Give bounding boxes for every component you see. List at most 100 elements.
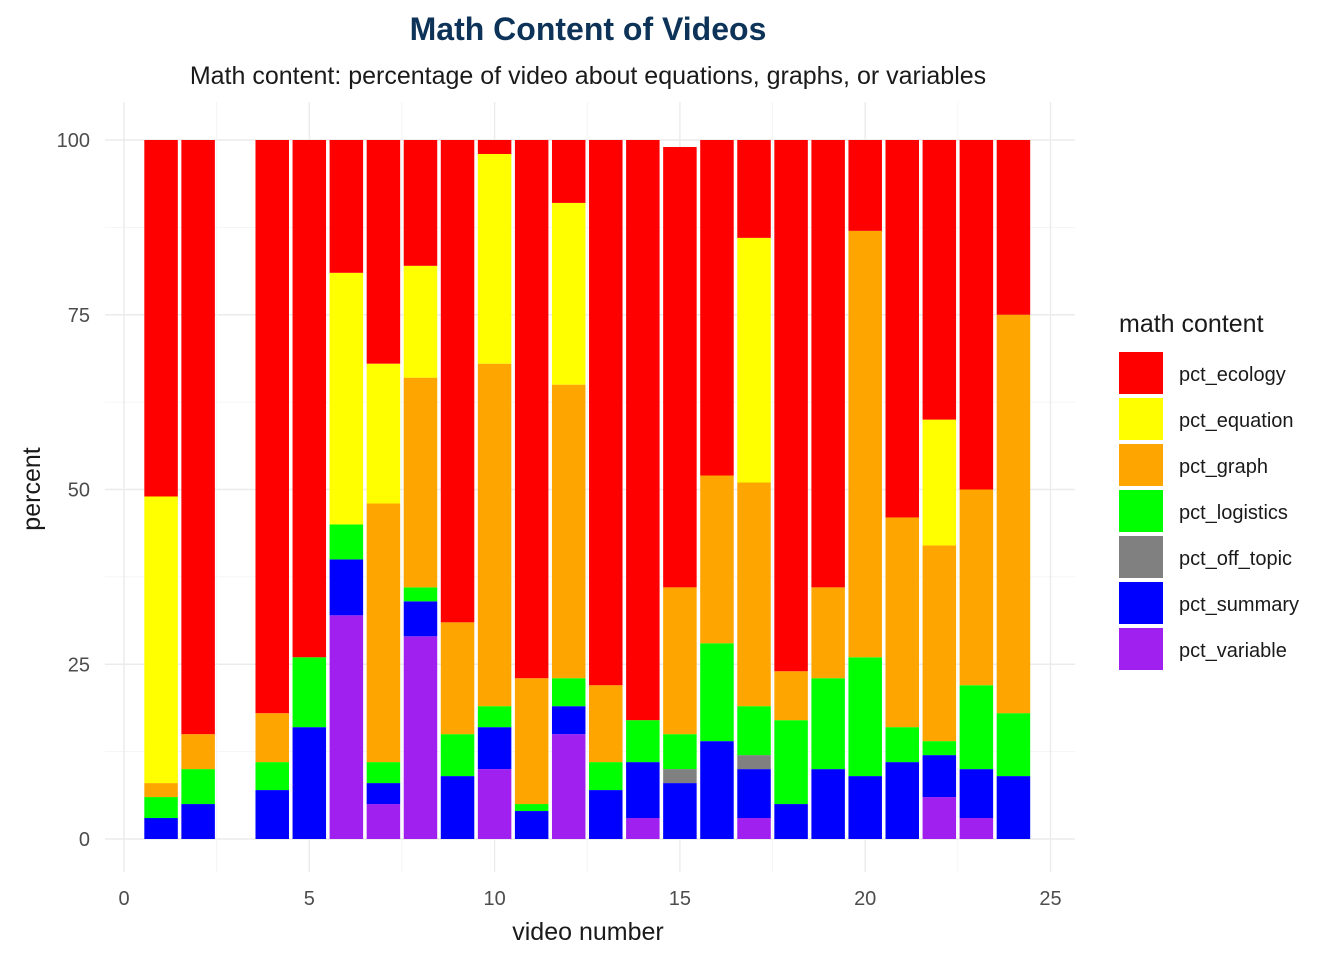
bar-segment-pct-ecology bbox=[700, 140, 734, 476]
bar-segment-pct-logistics bbox=[514, 804, 549, 812]
bar-segment-pct-summary bbox=[848, 776, 882, 839]
bar-segment-pct-variable bbox=[329, 615, 364, 839]
bar-segment-pct-logistics bbox=[181, 769, 215, 805]
bar-segment-pct-equation bbox=[403, 265, 438, 378]
bar-segment-pct-summary bbox=[477, 727, 512, 770]
legend-swatch-pct-graph bbox=[1119, 444, 1163, 486]
legend-swatch-pct-logistics bbox=[1119, 490, 1163, 532]
legend-label-pct-variable: pct_variable bbox=[1179, 640, 1287, 662]
bar-segment-pct-ecology bbox=[477, 140, 512, 154]
bar-segment-pct-ecology bbox=[885, 140, 920, 518]
bar-segment-pct-graph bbox=[589, 685, 623, 763]
bar-segment-pct-summary bbox=[663, 783, 697, 839]
bar-segment-pct-equation bbox=[144, 496, 178, 784]
bar-segment-pct-graph bbox=[255, 713, 289, 763]
bar-segment-pct-graph bbox=[663, 587, 697, 735]
bar-segment-pct-summary bbox=[440, 776, 475, 839]
bar-segment-pct-summary bbox=[292, 727, 327, 839]
bar-segment-pct-summary bbox=[626, 762, 660, 819]
legend-swatch-pct-ecology bbox=[1119, 352, 1163, 394]
bar-segment-pct-graph bbox=[181, 734, 215, 770]
bar-segment-pct-graph bbox=[440, 622, 475, 735]
bar-segment-pct-summary bbox=[144, 818, 178, 839]
x-tick-label: 20 bbox=[854, 888, 876, 910]
bar-segment-pct-summary bbox=[700, 741, 734, 839]
bar-segment-pct-summary bbox=[181, 804, 215, 839]
bar-segment-pct-summary bbox=[996, 776, 1031, 839]
x-tick-label: 25 bbox=[1039, 888, 1061, 910]
bar-segment-pct-summary bbox=[255, 790, 289, 839]
bar-segment-pct-summary bbox=[329, 559, 364, 616]
legend-label-pct-ecology: pct_ecology bbox=[1179, 364, 1286, 386]
y-tick-label: 0 bbox=[79, 829, 90, 851]
tick-labels: 0 25 50 75 100 0 5 10 15 20 25 bbox=[57, 130, 1062, 910]
bar-segment-pct-graph bbox=[885, 517, 920, 728]
bar-segment-pct-variable bbox=[477, 769, 512, 839]
bar-segment-pct-off-topic bbox=[737, 755, 771, 770]
bar-segment-pct-summary bbox=[774, 804, 808, 839]
bar-segment-pct-graph bbox=[959, 489, 994, 686]
bar-segment-pct-graph bbox=[477, 363, 512, 707]
legend-label-pct-equation: pct_equation bbox=[1179, 410, 1294, 432]
bar-segment-pct-graph bbox=[922, 545, 957, 742]
bar-segment-pct-ecology bbox=[811, 140, 845, 588]
bar-segment-pct-variable bbox=[737, 818, 771, 839]
bar-segment-pct-graph bbox=[774, 671, 808, 721]
bar-segment-pct-graph bbox=[366, 503, 401, 763]
bar-segment-pct-logistics bbox=[663, 734, 697, 770]
bar-segment-pct-ecology bbox=[959, 140, 994, 490]
bar-segment-pct-logistics bbox=[922, 741, 957, 756]
bar-segment-pct-variable bbox=[626, 818, 660, 839]
bar-segment-pct-ecology bbox=[626, 140, 660, 721]
bar-segment-pct-logistics bbox=[366, 762, 401, 784]
bar-segment-pct-logistics bbox=[403, 587, 438, 602]
y-axis-title: percent bbox=[18, 447, 46, 530]
legend-label-pct-summary: pct_summary bbox=[1179, 594, 1299, 616]
bar-segment-pct-ecology bbox=[403, 140, 438, 266]
bar-segment-pct-variable bbox=[959, 818, 994, 839]
bar-segment-pct-ecology bbox=[774, 140, 808, 672]
bar-segment-pct-variable bbox=[922, 797, 957, 839]
bar-segment-pct-equation bbox=[737, 237, 771, 483]
y-tick-label: 50 bbox=[68, 480, 90, 502]
bar-segment-pct-ecology bbox=[663, 146, 697, 588]
y-tick-label: 75 bbox=[68, 305, 90, 327]
bar-segment-pct-logistics bbox=[811, 678, 845, 770]
bar-segment-pct-ecology bbox=[440, 140, 475, 623]
x-axis-title: video number bbox=[512, 918, 663, 946]
x-tick-label: 0 bbox=[118, 888, 129, 910]
bar-segment-pct-summary bbox=[737, 769, 771, 819]
bar-segment-pct-variable bbox=[366, 804, 401, 839]
legend-label-pct-graph: pct_graph bbox=[1179, 456, 1268, 478]
legend-swatch-pct-summary bbox=[1119, 582, 1163, 624]
bar-segment-pct-logistics bbox=[589, 762, 623, 791]
legend-swatch-pct-off-topic bbox=[1119, 536, 1163, 578]
chart-subtitle: Math content: percentage of video about … bbox=[190, 62, 986, 90]
legend-label-pct-logistics: pct_logistics bbox=[1179, 502, 1288, 524]
bar-segment-pct-ecology bbox=[551, 140, 586, 203]
bar-segment-pct-ecology bbox=[181, 140, 215, 735]
x-tick-label: 10 bbox=[483, 888, 505, 910]
bar-segment-pct-summary bbox=[811, 769, 845, 839]
y-tick-label: 25 bbox=[68, 654, 90, 676]
bar-segment-pct-logistics bbox=[255, 762, 289, 791]
bar-segment-pct-logistics bbox=[774, 720, 808, 805]
bar-segment-pct-ecology bbox=[514, 140, 549, 679]
bar-segment-pct-variable bbox=[403, 636, 438, 839]
bar-segment-pct-ecology bbox=[996, 140, 1031, 315]
bar-segment-pct-equation bbox=[922, 419, 957, 546]
bar-segment-pct-logistics bbox=[477, 706, 512, 728]
bar-segment-pct-logistics bbox=[626, 720, 660, 763]
y-tick-label: 100 bbox=[57, 130, 90, 152]
bar-segment-pct-logistics bbox=[848, 657, 882, 777]
bar-segment-pct-summary bbox=[551, 706, 586, 735]
legend-swatch-pct-variable bbox=[1119, 628, 1163, 670]
bar-segment-pct-summary bbox=[959, 769, 994, 819]
bar-segment-pct-logistics bbox=[144, 797, 178, 819]
bar-segment-pct-ecology bbox=[922, 140, 957, 420]
bar-segment-pct-ecology bbox=[366, 140, 401, 364]
bar-segment-pct-ecology bbox=[589, 140, 623, 686]
bar-segment-pct-graph bbox=[996, 314, 1031, 714]
bar-segment-pct-graph bbox=[700, 475, 734, 644]
